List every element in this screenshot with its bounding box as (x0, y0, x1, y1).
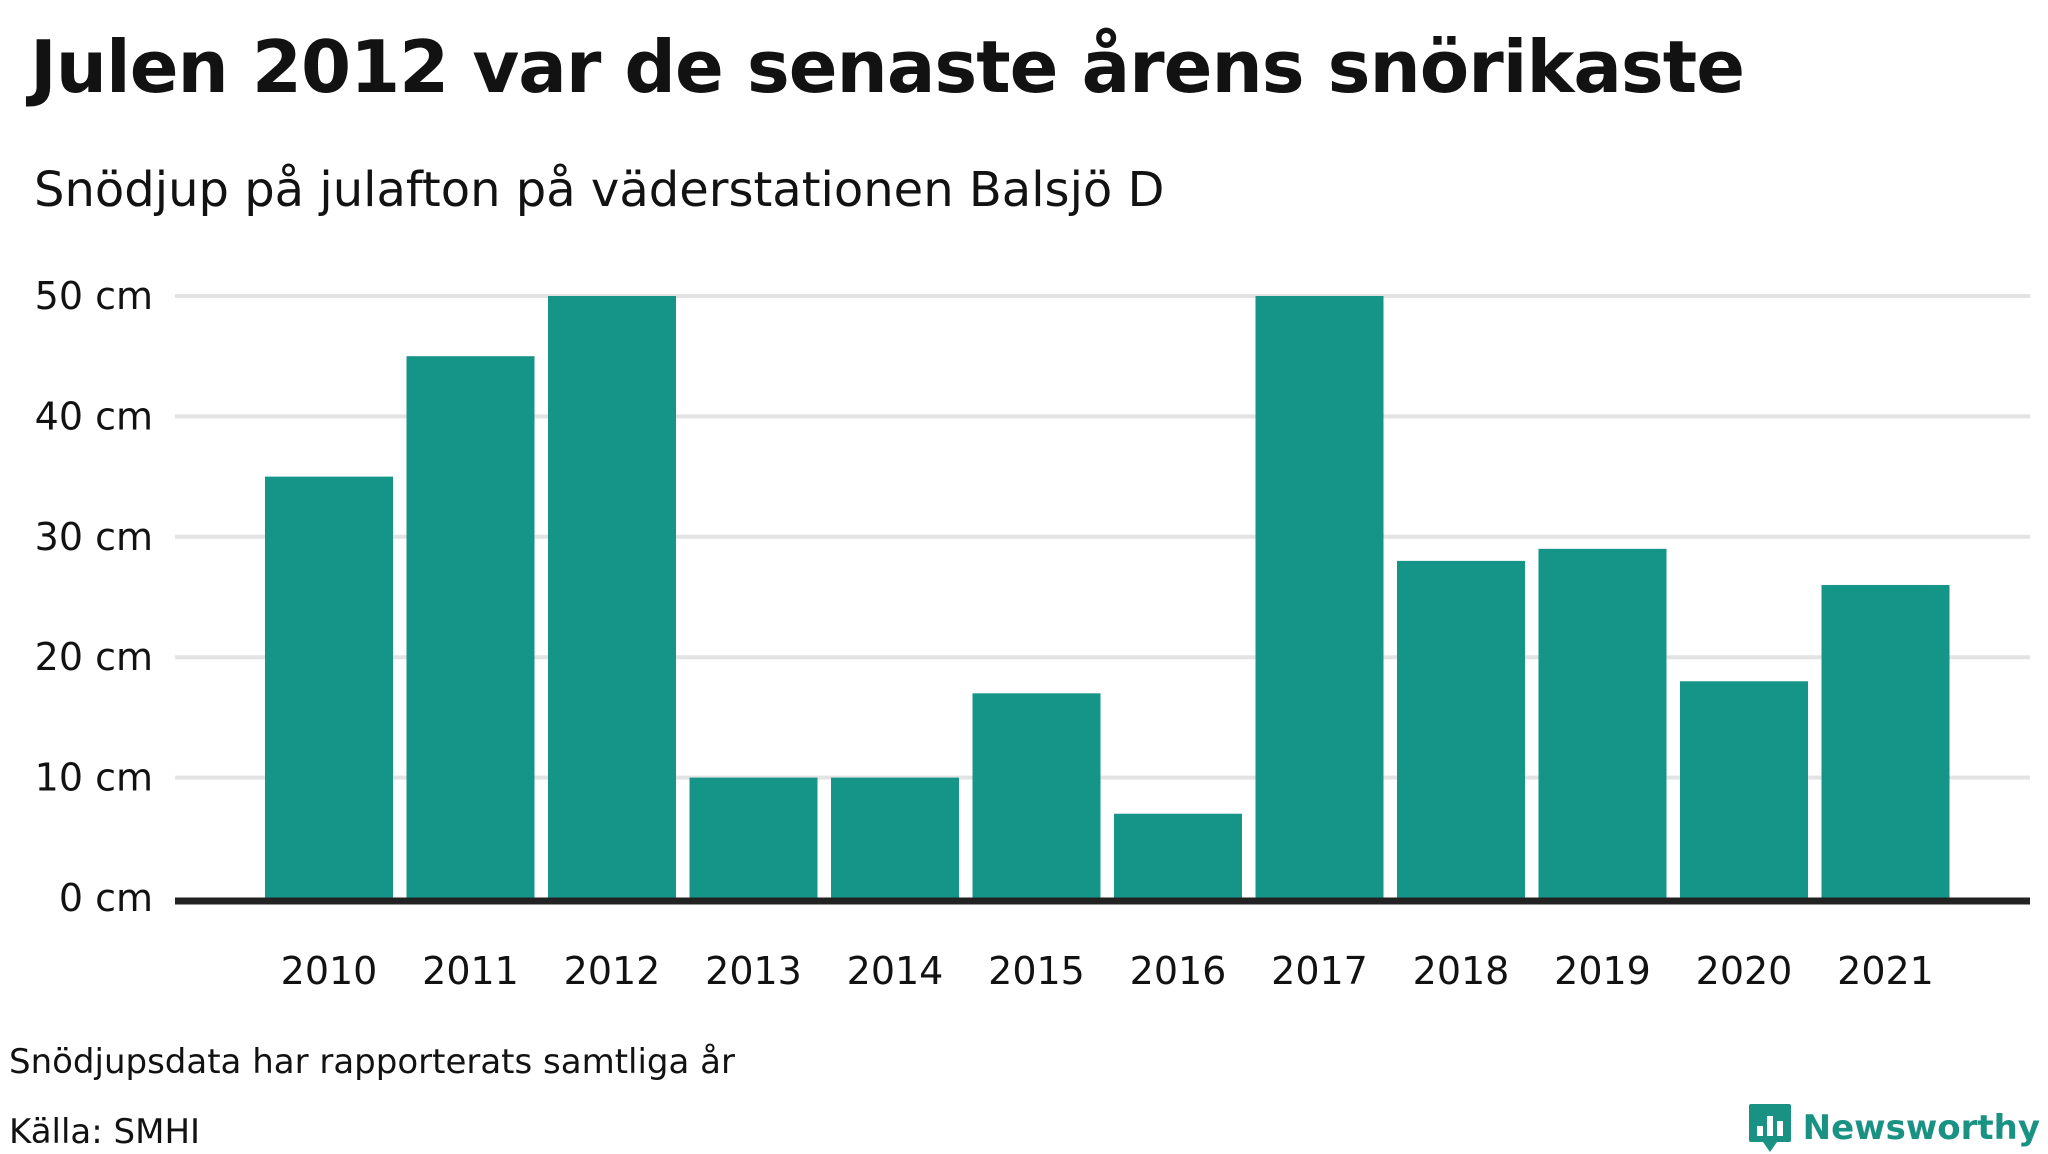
newsworthy-logo-text: Newsworthy (1802, 1108, 2040, 1148)
x-tick-label: 2019 (1554, 949, 1651, 993)
bar (265, 476, 393, 898)
source-note: Källa: SMHI (9, 1112, 201, 1152)
x-tick-label: 2012 (564, 949, 661, 993)
bar (1821, 584, 1950, 898)
chart-title: Julen 2012 var de senaste årens snörikas… (30, 25, 1745, 109)
y-tick-label: 20 cm (35, 635, 153, 679)
x-tick-label: 2018 (1413, 949, 1510, 993)
bar (1255, 296, 1384, 898)
bar (689, 777, 818, 898)
x-tick-label: 2010 (281, 949, 378, 993)
bar (406, 356, 535, 898)
x-tick-label: 2020 (1696, 949, 1793, 993)
bar (1680, 681, 1808, 898)
data-note: Snödjupsdata har rapporterats samtliga å… (9, 1042, 735, 1082)
x-tick-label: 2016 (1130, 949, 1227, 993)
chart-subtitle: Snödjup på julafton på väderstationen Ba… (34, 162, 1165, 218)
y-tick-label: 0 cm (59, 876, 153, 920)
x-tick-label: 2015 (988, 949, 1085, 993)
y-tick-label: 40 cm (35, 394, 153, 438)
bar (548, 296, 676, 898)
y-tick-label: 30 cm (35, 515, 153, 559)
x-tick-label: 2013 (705, 949, 802, 993)
y-tick-label: 50 cm (35, 274, 153, 318)
bar (1538, 548, 1667, 898)
x-tick-label: 2014 (847, 949, 944, 993)
bar (1397, 560, 1525, 898)
y-tick-label: 10 cm (35, 756, 153, 800)
bar (1114, 813, 1242, 898)
newsworthy-logo: Newsworthy (1747, 1102, 2040, 1154)
x-tick-label: 2017 (1271, 949, 1368, 993)
bar (831, 777, 959, 898)
x-tick-label: 2011 (422, 949, 519, 993)
bar (972, 693, 1101, 898)
x-tick-label: 2021 (1837, 949, 1934, 993)
newsworthy-logo-icon (1748, 1104, 1791, 1152)
